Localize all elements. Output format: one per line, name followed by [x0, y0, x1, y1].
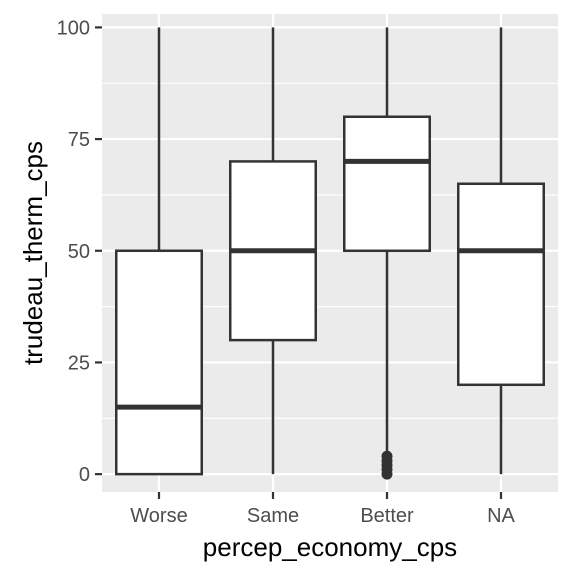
y-tick-label: 75 — [68, 129, 90, 151]
box-iqr — [457, 182, 545, 387]
y-axis-title: trudeau_therm_cps — [18, 141, 48, 365]
box-na — [457, 27, 545, 475]
y-tick-label: 0 — [79, 464, 90, 486]
x-axis-title: percep_economy_cps — [203, 532, 457, 562]
x-tick-label: Better — [360, 505, 414, 527]
y-tick-label: 25 — [68, 352, 90, 374]
box-same — [229, 27, 317, 475]
y-tick-label: 100 — [57, 17, 90, 39]
outlier-point — [381, 450, 393, 462]
x-tick-label: Worse — [130, 505, 187, 527]
y-tick-label: 50 — [68, 241, 90, 263]
x-axis: Worse Same Better NA — [130, 492, 516, 527]
boxes-layer — [115, 27, 545, 480]
x-tick-label: Same — [247, 505, 299, 527]
x-tick-label: NA — [487, 505, 515, 527]
box-iqr — [343, 115, 431, 253]
box-iqr — [115, 249, 203, 476]
box-worse — [115, 27, 203, 476]
y-axis: 0 25 50 75 100 — [57, 17, 102, 486]
box-better — [343, 27, 431, 480]
